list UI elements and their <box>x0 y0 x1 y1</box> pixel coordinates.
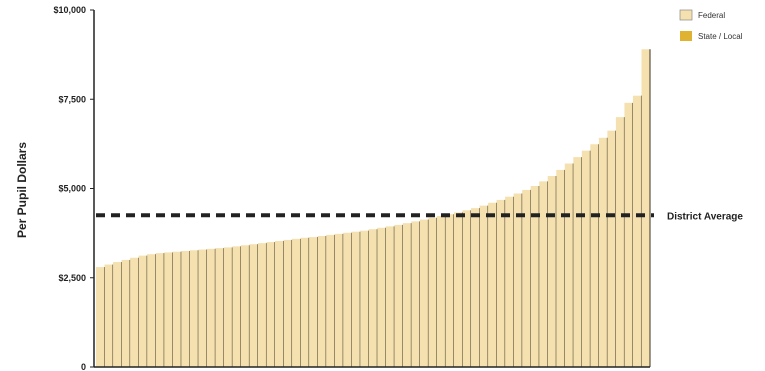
bar <box>266 242 275 367</box>
district-average-label: District Average <box>667 211 743 222</box>
bar <box>488 202 497 367</box>
bar <box>155 253 165 367</box>
bar <box>104 264 114 367</box>
bar <box>172 251 182 367</box>
bar <box>522 189 531 367</box>
bar <box>368 229 378 367</box>
bar <box>300 237 310 367</box>
bar <box>496 199 506 367</box>
bar <box>215 248 224 367</box>
bar <box>385 226 395 367</box>
bar <box>377 227 386 367</box>
bar <box>292 238 301 367</box>
bar <box>232 246 241 367</box>
bar <box>334 233 344 367</box>
bar <box>428 217 437 367</box>
bar <box>181 250 190 367</box>
bar <box>539 181 548 367</box>
bar <box>445 214 454 367</box>
bar <box>556 169 565 367</box>
legend-swatch-state-local <box>680 31 692 41</box>
legend-label-federal: Federal <box>698 11 725 20</box>
y-axis-label: Per Pupil Dollars <box>15 142 29 238</box>
bar <box>223 247 233 367</box>
y-tick-label: $5,000 <box>58 184 86 194</box>
y-tick-label: $2,500 <box>58 273 86 283</box>
bar <box>505 196 514 367</box>
bar <box>121 259 131 367</box>
bar <box>402 223 412 367</box>
bar <box>198 249 207 367</box>
bar <box>598 137 608 367</box>
bar <box>624 102 633 367</box>
bar <box>164 252 173 367</box>
legend: Federal State / Local <box>679 9 743 41</box>
bar <box>411 221 420 367</box>
y-tick-label: 0 <box>81 362 86 371</box>
bar <box>317 235 327 367</box>
bar <box>138 255 148 367</box>
bar <box>206 248 216 367</box>
bar <box>113 262 122 367</box>
bar <box>343 232 352 367</box>
bar <box>436 215 446 367</box>
bar <box>607 130 616 367</box>
bar <box>547 176 557 367</box>
bar <box>360 230 369 367</box>
bar <box>326 234 335 367</box>
bar <box>257 243 267 367</box>
bar <box>351 231 361 367</box>
legend-swatch-federal <box>679 9 693 21</box>
bar <box>462 210 472 367</box>
bar <box>240 245 250 367</box>
y-tick-label: $7,500 <box>58 94 86 104</box>
bar <box>147 254 156 367</box>
bars-layer <box>96 49 651 368</box>
bar <box>615 117 625 367</box>
bar <box>632 95 642 368</box>
bar <box>283 239 293 367</box>
bar <box>471 208 480 367</box>
bar <box>189 250 199 367</box>
bar <box>130 257 139 367</box>
bar <box>513 193 523 367</box>
bar <box>249 244 258 367</box>
bar <box>309 237 318 367</box>
bar <box>581 150 591 367</box>
legend-label-state-local: State / Local <box>698 32 743 41</box>
bar <box>530 186 540 367</box>
bar <box>419 219 429 367</box>
bar <box>479 205 489 367</box>
bar <box>573 157 582 367</box>
bar <box>394 224 403 367</box>
bar <box>641 49 650 368</box>
bar <box>590 144 599 367</box>
y-tick-label: $10,000 <box>53 5 86 15</box>
bar <box>564 163 574 367</box>
y-ticks: 0 $2,500 $5,000 $7,500 $10,000 <box>53 5 94 371</box>
bar <box>274 240 284 367</box>
bar <box>96 267 105 367</box>
bar <box>453 212 463 367</box>
